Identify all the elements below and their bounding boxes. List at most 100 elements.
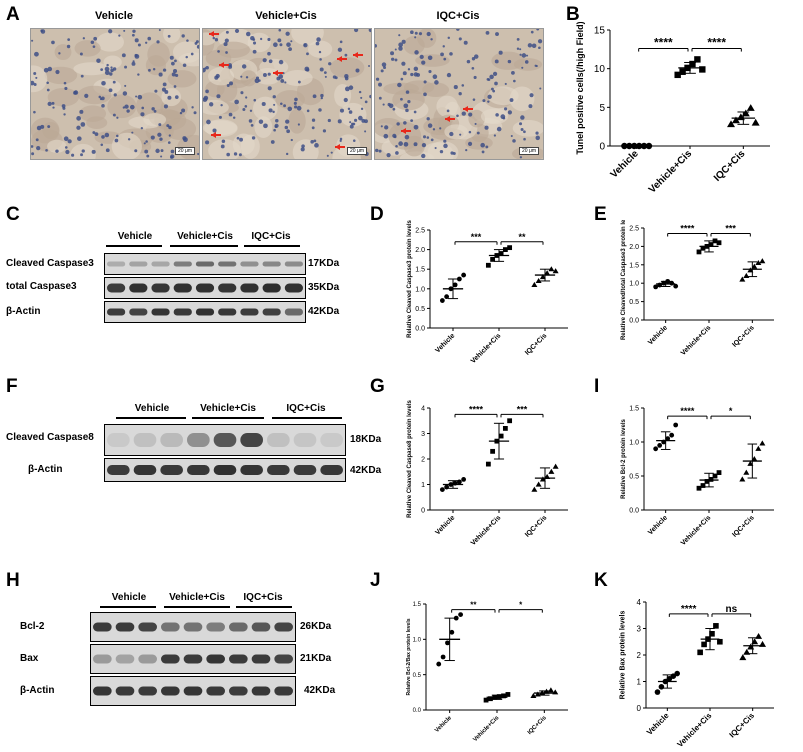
data-point	[445, 640, 450, 646]
tubule	[288, 108, 306, 134]
x-tick-label: IQC+Cis	[712, 148, 748, 184]
data-point	[699, 66, 706, 73]
blot-strip	[90, 644, 296, 674]
tubule	[47, 139, 67, 153]
nucleus	[262, 73, 267, 77]
data-point	[713, 623, 719, 629]
nucleus	[400, 77, 404, 81]
nucleus	[79, 109, 84, 114]
nucleus	[258, 119, 264, 124]
band	[187, 465, 210, 475]
nucleus	[212, 128, 217, 133]
nucleus	[523, 130, 526, 134]
nucleus	[523, 137, 526, 141]
nucleus	[47, 125, 51, 129]
nucleus	[51, 40, 55, 45]
nucleus	[93, 36, 98, 41]
nucleus	[348, 85, 354, 90]
nucleus	[36, 146, 41, 151]
y-tick-label: 1.5	[629, 405, 639, 412]
nucleus	[146, 154, 150, 158]
nucleus	[527, 43, 533, 48]
data-point	[751, 638, 759, 645]
nucleus	[33, 83, 37, 87]
nucleus	[413, 66, 419, 72]
nucleus	[267, 51, 271, 56]
nucleus	[414, 36, 417, 39]
nucleus	[419, 54, 424, 60]
nucleus	[427, 123, 433, 128]
x-tick-label: Vehicle+Cis	[472, 715, 500, 743]
nucleus	[245, 76, 249, 79]
nucleus	[285, 152, 289, 156]
nucleus	[512, 139, 516, 143]
nucleus	[80, 153, 83, 157]
nucleus	[43, 67, 49, 73]
nucleus	[105, 148, 110, 153]
nucleus	[225, 51, 228, 54]
y-tick-label: 1.0	[629, 439, 639, 446]
x-tick-label: Vehicle	[434, 514, 456, 536]
band	[173, 283, 192, 293]
nucleus	[217, 50, 220, 53]
kda-label: 42KDa	[350, 465, 382, 476]
nucleus	[537, 39, 543, 44]
nucleus	[174, 95, 179, 99]
nucleus	[306, 109, 310, 113]
chart-bax: 0 1 2 3 4 Vehicle Vehicle+Cis IQC+Cis Relative B…	[619, 598, 774, 749]
nucleus	[110, 66, 113, 69]
nucleus	[214, 38, 219, 42]
blot-strip	[104, 277, 306, 299]
tubule	[480, 108, 509, 125]
nucleus	[267, 37, 271, 41]
nucleus	[91, 149, 96, 154]
kda-label: 26KDa	[300, 621, 332, 632]
data-point	[658, 684, 665, 690]
nucleus	[109, 72, 113, 76]
nucleus	[344, 53, 348, 57]
data-point	[452, 282, 458, 288]
nucleus	[467, 141, 473, 146]
y-tick-label: 0.0	[413, 708, 422, 714]
band-lanes	[91, 677, 295, 705]
nucleus	[276, 76, 281, 81]
nucleus	[354, 29, 359, 33]
data-point	[712, 238, 718, 244]
nucleus	[151, 107, 155, 111]
nucleus	[260, 37, 263, 41]
band	[251, 686, 271, 696]
nucleus	[430, 138, 434, 142]
nucleus	[82, 37, 85, 40]
nucleus	[368, 65, 371, 68]
significance-label: ****	[707, 36, 726, 50]
nucleus	[297, 123, 300, 126]
blot-row-label: β-Actin	[20, 685, 55, 696]
nucleus	[344, 76, 349, 81]
significance-label: ****	[680, 406, 695, 416]
nucleus	[239, 137, 243, 142]
nucleus	[197, 152, 199, 156]
nucleus	[430, 38, 433, 41]
nucleus	[320, 96, 323, 100]
nucleus	[280, 102, 283, 105]
tubule	[178, 52, 199, 67]
nucleus	[244, 105, 248, 108]
nucleus	[401, 39, 406, 44]
nucleus	[334, 76, 338, 80]
nucleus	[64, 146, 68, 149]
nucleus	[33, 110, 36, 114]
significance-label: ***	[725, 224, 736, 234]
data-point	[739, 276, 746, 282]
y-tick-label: 1.0	[415, 286, 425, 293]
nucleus	[55, 69, 60, 75]
nucleus	[168, 125, 172, 130]
nucleus	[432, 128, 436, 131]
nucleus	[473, 75, 477, 80]
data-point	[552, 689, 559, 695]
nucleus	[520, 115, 525, 120]
data-point	[492, 694, 498, 700]
band	[213, 465, 237, 475]
y-axis-label: Relative Bcl-2 protein levels	[621, 418, 627, 498]
data-point	[449, 629, 455, 635]
nucleus	[167, 95, 172, 100]
